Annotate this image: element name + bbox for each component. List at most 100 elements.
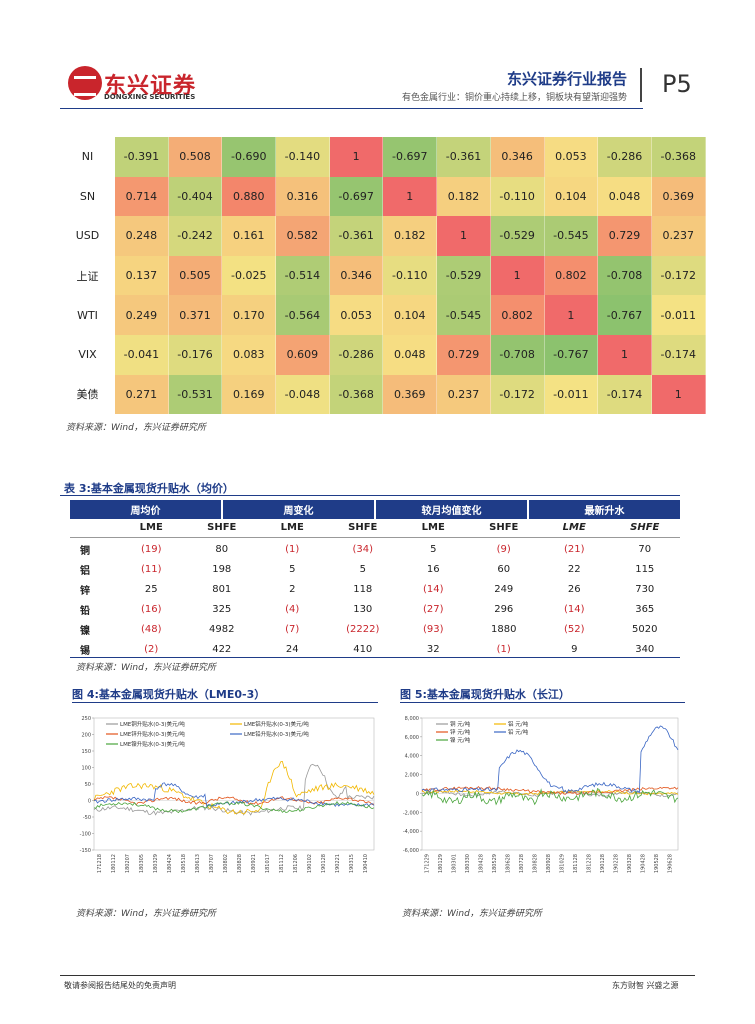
table3-cell: 9 (571, 643, 578, 655)
table3-cell: (48) (140, 623, 162, 635)
heatmap-row: USD 0.248 -0.242 0.161 0.582 -0.361 0.182 1 -0.5… (60, 216, 706, 256)
page-separator (640, 68, 642, 102)
table3-cell: 730 (635, 583, 655, 595)
legend-label: 铝 元/吨 (508, 720, 529, 728)
heatmap-cell: 0.182 (383, 216, 438, 256)
x-tick-label: 190128 (321, 854, 327, 873)
y-tick-label: 100 (81, 766, 91, 772)
heatmap-cell: -0.564 (276, 295, 330, 335)
heatmap-cell: 0.582 (276, 216, 330, 256)
y-tick-label: 4,000 (405, 754, 419, 760)
heatmap-cell: -0.690 (222, 137, 277, 177)
table3-cell: (2) (144, 643, 159, 655)
heatmap-cell: 0.505 (168, 255, 223, 296)
heatmap-cell: -0.140 (276, 137, 330, 177)
table3-cell: 22 (567, 563, 581, 575)
table3-cell: 801 (212, 583, 232, 595)
x-tick-label: 180529 (492, 854, 498, 873)
table3-cell: 365 (635, 603, 655, 615)
table3-cell: 32 (426, 643, 440, 655)
table3-cell: (14) (422, 583, 444, 595)
table3-col-header: SHFE (630, 522, 660, 533)
company-logo-icon (68, 66, 102, 100)
heatmap-row-label: SN (79, 189, 96, 203)
table3-cell: (2222) (346, 623, 380, 635)
heatmap-cell: 0.346 (329, 255, 384, 296)
footer-slogan: 东方财智 兴盛之源 (612, 981, 679, 990)
y-tick-label: -6,000 (403, 848, 419, 854)
x-tick-label: 180921 (251, 854, 257, 873)
heatmap-cell: 0.714 (115, 176, 169, 217)
plot-frame (421, 717, 679, 851)
x-tick-label: 180628 (506, 854, 512, 873)
legend-label: 锌 元/吨 (450, 728, 471, 736)
y-tick-label: 0 (416, 791, 419, 797)
heatmap-cell: -0.286 (598, 137, 652, 177)
table3-cell: 296 (494, 603, 514, 615)
heatmap-cell: -0.242 (168, 216, 223, 256)
heatmap-cell: 0.104 (544, 176, 599, 217)
heatmap-cell: 0.508 (168, 137, 223, 177)
table3-group-weekly-change: 周变化 (221, 500, 374, 519)
series-line (421, 725, 679, 794)
legend-label: LME铅升贴水(0-3)美元/吨 (244, 730, 309, 738)
table3-col-header: SHFE (207, 522, 237, 533)
series-line (93, 796, 375, 806)
heatmap-cell: -0.011 (544, 374, 599, 415)
table3-col-header: LME (280, 522, 304, 533)
table3-col-header: LME (562, 522, 586, 533)
y-tick-label: -100 (80, 832, 91, 838)
x-tick-label: 181206 (293, 854, 299, 873)
heatmap-row: NI -0.391 0.508 -0.690 -0.140 1 -0.697 -0.361 0.… (60, 137, 706, 177)
table3-cell: 5 (359, 563, 366, 575)
table3-cell: 70 (638, 543, 652, 555)
fig5-title-rule (400, 702, 685, 703)
table3-cell: (93) (422, 623, 444, 635)
legend-label: LME锌升贴水(0-3)美元/吨 (120, 730, 185, 738)
y-tick-label: 0 (88, 799, 91, 805)
heatmap-cell: -0.529 (490, 216, 545, 256)
correlation-heatmap-table: NI -0.391 0.508 -0.690 -0.140 1 -0.697 -0.361 0.… (60, 137, 706, 415)
table3-cell: 325 (212, 603, 232, 615)
table3-cell: 24 (285, 643, 299, 655)
x-tick-label: 180728 (519, 854, 525, 873)
heatmap-cell: 1 (544, 295, 599, 335)
table3-group-weekly-avg: 周均价 (130, 506, 161, 517)
table3-cell: 249 (494, 583, 514, 595)
heatmap-cell: 0.083 (222, 334, 277, 375)
heatmap-cell: -0.361 (437, 137, 491, 177)
heatmap-cell: 0.182 (437, 176, 491, 217)
y-tick-label: 8,000 (405, 716, 419, 722)
heatmap-row-label: WTI (77, 308, 98, 322)
x-tick-label: 190102 (307, 854, 313, 873)
y-tick-label: -2,000 (403, 810, 419, 816)
y-tick-label: -150 (80, 848, 91, 854)
heatmap-cell: -0.767 (598, 295, 652, 335)
legend-label: LME镍升贴水(0-3)美元/吨 (120, 740, 185, 748)
legend-label: LME铝升贴水(0-3)美元/吨 (244, 720, 309, 728)
table3-bottom-rule (70, 657, 680, 658)
heatmap-cell: 1 (490, 255, 545, 296)
x-tick-label: 180129 (438, 854, 444, 873)
heatmap-cell: 1 (598, 334, 652, 375)
page-number: P5 (662, 70, 692, 98)
x-tick-label: 181228 (586, 854, 592, 873)
x-tick-label: 181112 (279, 854, 285, 873)
series-line (93, 801, 375, 814)
heatmap-row-label: VIX (78, 348, 97, 362)
table3-metal-label: 铝 (80, 565, 90, 577)
x-tick-label: 190528 (654, 854, 660, 873)
table3-group-vs-month-avg: 较月均值变化 (374, 500, 527, 519)
heatmap-row-label: USD (75, 229, 100, 243)
table3-cell: 16 (426, 563, 440, 575)
table3-title: 表 3:基本金属现货升贴水（均价） (64, 482, 234, 495)
heatmap-cell: -0.545 (544, 216, 599, 256)
footer-divider (60, 975, 695, 976)
table3-subheader: LME SHFE LME SHFE LME SHFE LME SHFE (70, 519, 680, 538)
x-tick-label: 171218 (97, 854, 103, 873)
y-tick-label: 6,000 (405, 735, 419, 741)
heatmap-cell: 0.048 (383, 334, 438, 375)
fig4-title: 图 4:基本金属现货升贴水（LME0-3） (72, 688, 266, 701)
table3-cell: 60 (497, 563, 511, 575)
table3-cell: (27) (422, 603, 444, 615)
